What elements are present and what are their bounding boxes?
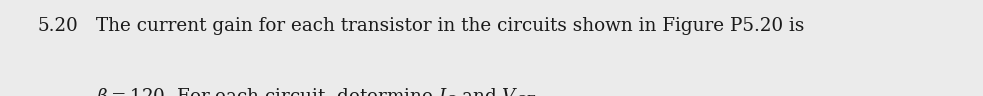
Text: The current gain for each transistor in the circuits shown in Figure P5.20 is: The current gain for each transistor in … xyxy=(96,17,805,35)
Text: $\beta = 120$. For each circuit, determine $I_C$ and $V_{CE}$.: $\beta = 120$. For each circuit, determi… xyxy=(96,86,542,96)
Text: 5.20: 5.20 xyxy=(37,17,78,35)
